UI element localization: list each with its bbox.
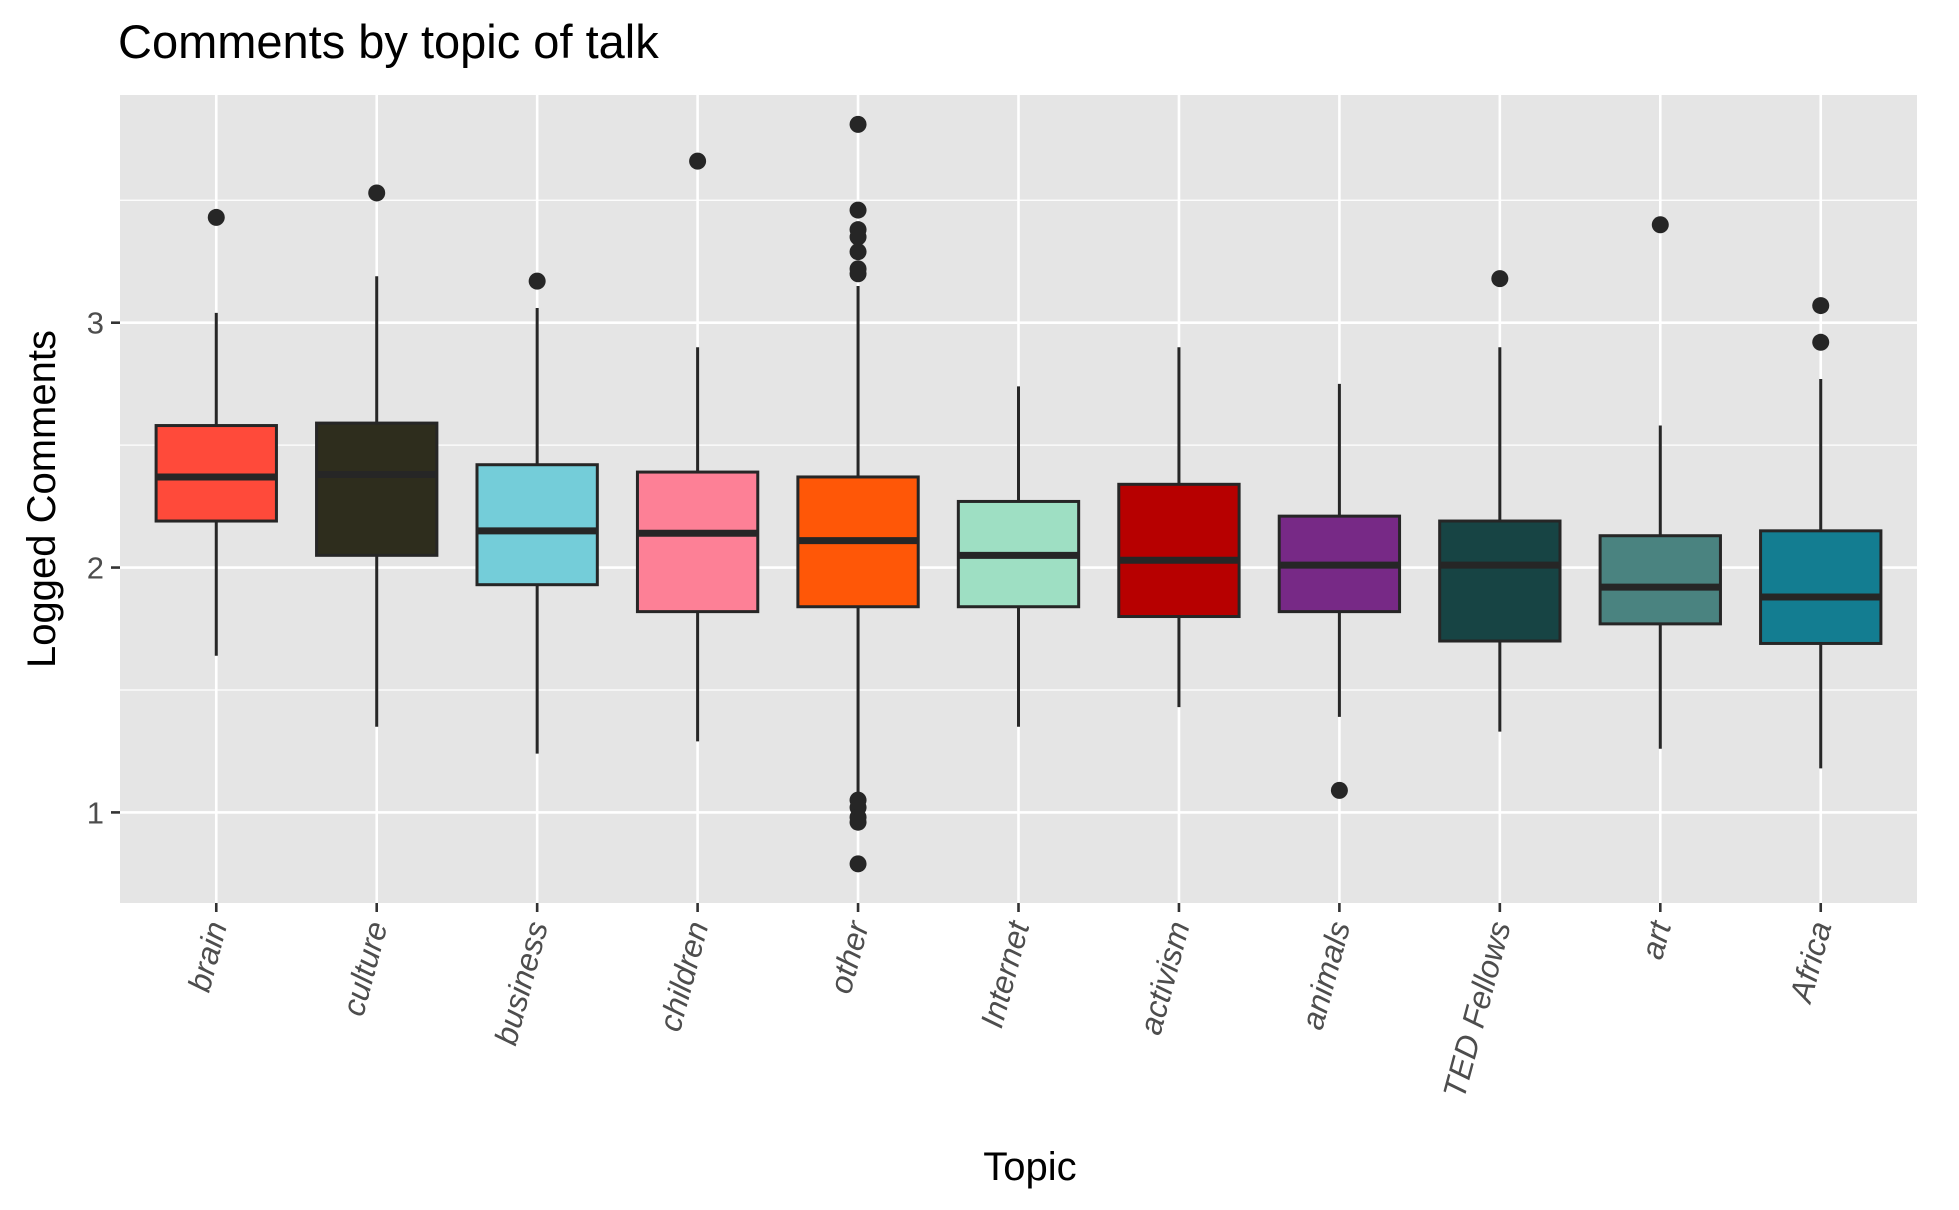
y-axis-title: Logged Comments (20, 330, 64, 668)
box-body (1598, 534, 1722, 626)
x-axis: brain culture business children other Interne… (181, 903, 1838, 1102)
outlier-point (849, 243, 867, 261)
outlier-point (1812, 297, 1830, 315)
box-body (315, 421, 439, 557)
x-tick-label: TED Fellows (1436, 917, 1518, 1101)
x-tick-label: culture (335, 917, 395, 1019)
box-animals (1277, 383, 1402, 799)
box-body (1438, 519, 1562, 643)
outlier-point (849, 201, 867, 219)
chart-title: Comments by topic of talk (118, 15, 659, 68)
x-tick-label: other (822, 916, 876, 997)
box-culture (315, 184, 439, 727)
outlier-point (849, 813, 867, 831)
outlier-point (368, 184, 386, 202)
outlier-point (849, 228, 867, 246)
box-ted-fellows (1438, 270, 1562, 732)
outlier-point (849, 265, 867, 283)
x-tick-label: business (487, 917, 554, 1048)
outlier-point (207, 208, 225, 226)
outlier-point (1812, 333, 1830, 351)
box-body (475, 463, 599, 587)
y-tick-label: 2 (87, 551, 104, 586)
x-tick-label: children (652, 917, 716, 1035)
outlier-point (1330, 781, 1348, 799)
box-activism (1117, 347, 1241, 708)
box-other (796, 115, 920, 873)
outlier-point (849, 115, 867, 133)
box-business (475, 272, 599, 754)
box-children (635, 152, 760, 742)
y-tick-label: 3 (87, 306, 104, 341)
x-tick-label: activism (1132, 917, 1197, 1038)
box-brain (154, 208, 278, 656)
x-tick-label: brain (181, 917, 234, 995)
boxes (154, 115, 1883, 873)
outlier-point (849, 855, 867, 873)
x-tick-label: Africa (1782, 917, 1838, 1007)
x-axis-title: Topic (983, 1145, 1076, 1189)
box-body (635, 470, 760, 614)
outlier-point (528, 272, 546, 290)
x-tick-label: animals (1294, 917, 1357, 1033)
box-art (1598, 216, 1722, 749)
box-body (154, 424, 278, 523)
outlier-point (689, 152, 707, 170)
y-axis: 1 2 3 (87, 306, 120, 830)
x-tick-label: art (1634, 916, 1679, 962)
y-tick-label: 1 (87, 795, 104, 830)
box-internet (956, 386, 1081, 727)
box-body (1759, 529, 1883, 645)
outlier-point (1651, 216, 1669, 234)
box-africa (1759, 297, 1883, 769)
box-body (1117, 482, 1241, 619)
x-tick-label: Internet (973, 916, 1036, 1031)
outlier-point (1491, 270, 1509, 288)
